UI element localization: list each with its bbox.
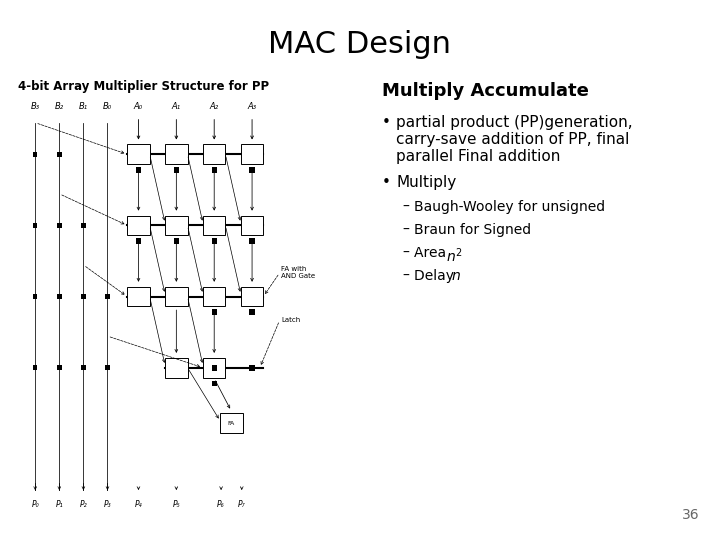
Bar [33,365,37,370]
Text: 4-bit Array Multiplier Structure for PP: 4-bit Array Multiplier Structure for PP [18,80,269,93]
Text: MAC Design: MAC Design [269,30,451,59]
Text: B₂: B₂ [55,102,64,111]
Bar [57,223,61,228]
Bar [105,365,109,370]
Text: P₃: P₃ [104,500,112,509]
Bar [33,152,37,157]
Bar [212,238,217,244]
Bar [105,294,109,299]
Bar [81,365,86,370]
Text: $n$: $n$ [451,269,461,283]
Text: FA: FA [228,421,235,426]
Text: B₀: B₀ [103,102,112,111]
Bar [165,215,187,235]
Text: Latch: Latch [282,318,300,323]
Text: –: – [402,269,409,283]
Bar [174,238,179,244]
Bar [241,287,264,307]
Bar [57,294,61,299]
Bar [127,215,150,235]
Bar [241,144,264,164]
Text: A₃: A₃ [248,102,256,111]
Text: B₁: B₁ [78,102,88,111]
Bar [165,144,187,164]
Bar [57,152,61,157]
Text: FA with
AND Gate: FA with AND Gate [282,266,315,279]
Bar [203,358,225,377]
Bar [127,287,150,307]
Text: Braun for Signed: Braun for Signed [414,223,531,237]
Text: $n^2$: $n^2$ [446,246,463,265]
Bar [57,365,61,370]
Bar [33,223,37,228]
Bar [212,381,217,387]
Text: –: – [402,246,409,260]
Text: A₂: A₂ [210,102,219,111]
Text: P₅: P₅ [173,500,180,509]
Bar [174,167,179,173]
Bar [212,364,217,370]
Text: •: • [382,175,391,190]
Bar [33,294,37,299]
Bar [203,144,225,164]
Bar [250,309,255,315]
Bar [127,144,150,164]
Bar [203,287,225,307]
Bar [212,309,217,315]
Bar [220,413,243,433]
Text: Multiply: Multiply [396,175,456,190]
Bar [241,215,264,235]
Text: Multiply Accumulate: Multiply Accumulate [382,82,589,100]
Text: P₄: P₄ [135,500,143,509]
Text: –: – [402,223,409,237]
Bar [250,238,255,244]
Text: P₆: P₆ [217,500,225,509]
Bar [136,167,141,173]
Text: P₇: P₇ [238,500,246,509]
Text: 36: 36 [683,508,700,522]
Text: A₀: A₀ [134,102,143,111]
Bar [212,167,217,173]
Bar [81,294,86,299]
Text: Area: Area [414,246,451,260]
Text: partial product (PP)generation,: partial product (PP)generation, [396,115,633,130]
Text: P₀: P₀ [32,500,39,509]
Bar [136,238,141,244]
Text: parallel Final addition: parallel Final addition [396,149,560,164]
Text: B₃: B₃ [31,102,40,111]
Bar [203,215,225,235]
Text: carry-save addition of PP, final: carry-save addition of PP, final [396,132,629,147]
Bar [165,287,187,307]
Text: P₁: P₁ [55,500,63,509]
Text: •: • [382,115,391,130]
Text: Delay: Delay [414,269,459,283]
Bar [165,358,187,377]
Text: A₁: A₁ [172,102,181,111]
Bar [81,223,86,228]
Bar [250,167,255,173]
Bar [250,364,255,370]
Text: P₂: P₂ [80,500,87,509]
Text: Baugh-Wooley for unsigned: Baugh-Wooley for unsigned [414,200,605,214]
Text: –: – [402,200,409,214]
